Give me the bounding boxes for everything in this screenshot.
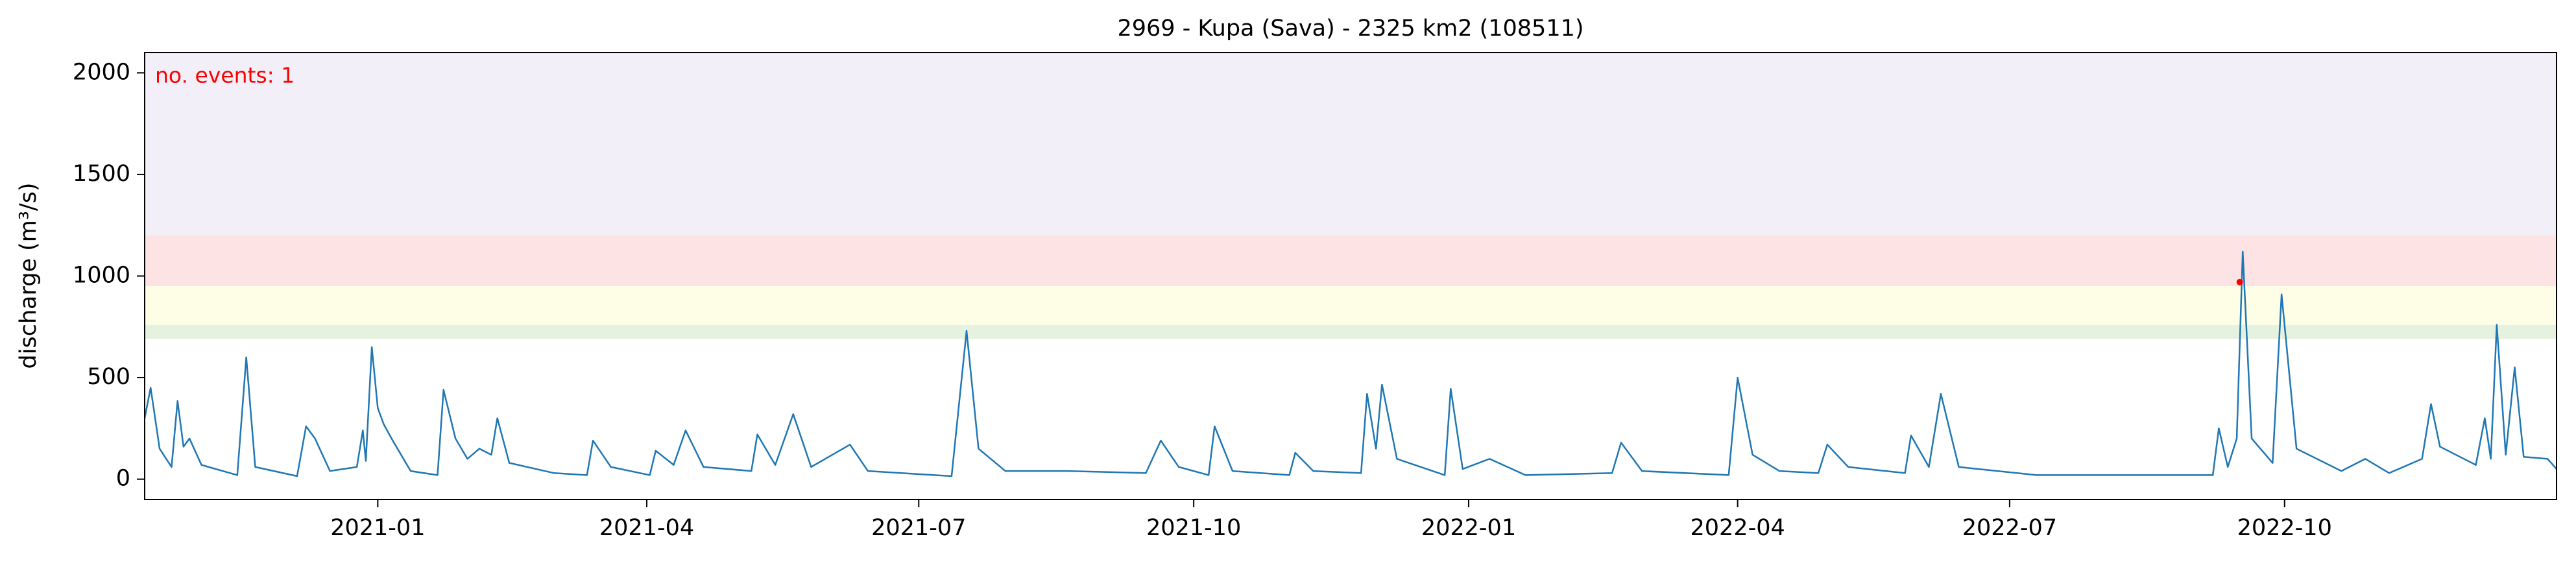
y-tick-label: 0 xyxy=(116,466,130,492)
x-tick-label: 2021-01 xyxy=(330,515,425,541)
threshold-band xyxy=(145,286,2557,325)
x-tick-label: 2022-01 xyxy=(1421,515,1516,541)
threshold-band xyxy=(145,324,2557,339)
x-tick-label: 2021-07 xyxy=(871,515,966,541)
axes-frame xyxy=(144,52,2557,500)
x-tick-label: 2022-04 xyxy=(1691,515,1785,541)
plot-area xyxy=(143,53,2557,477)
threshold-band xyxy=(145,235,2557,287)
x-tick-label: 2021-04 xyxy=(599,515,694,541)
y-tick-label: 500 xyxy=(87,364,130,390)
discharge-line xyxy=(143,250,2557,477)
x-tick-label: 2022-10 xyxy=(2237,515,2332,541)
event-point xyxy=(2236,278,2243,285)
y-axis-label: discharge (m³/s) xyxy=(16,182,42,368)
chart-title: 2969 - Kupa (Sava) - 2325 km2 (108511) xyxy=(1117,16,1583,42)
annotation: no. events: 1 xyxy=(155,63,295,88)
y-tick-label: 1500 xyxy=(73,161,130,187)
y-tick-label: 1000 xyxy=(73,263,130,289)
x-tick-label: 2022-07 xyxy=(1962,515,2057,541)
threshold-band xyxy=(145,53,2557,235)
y-tick-label: 2000 xyxy=(73,59,130,85)
x-tick-label: 2021-10 xyxy=(1146,515,1241,541)
